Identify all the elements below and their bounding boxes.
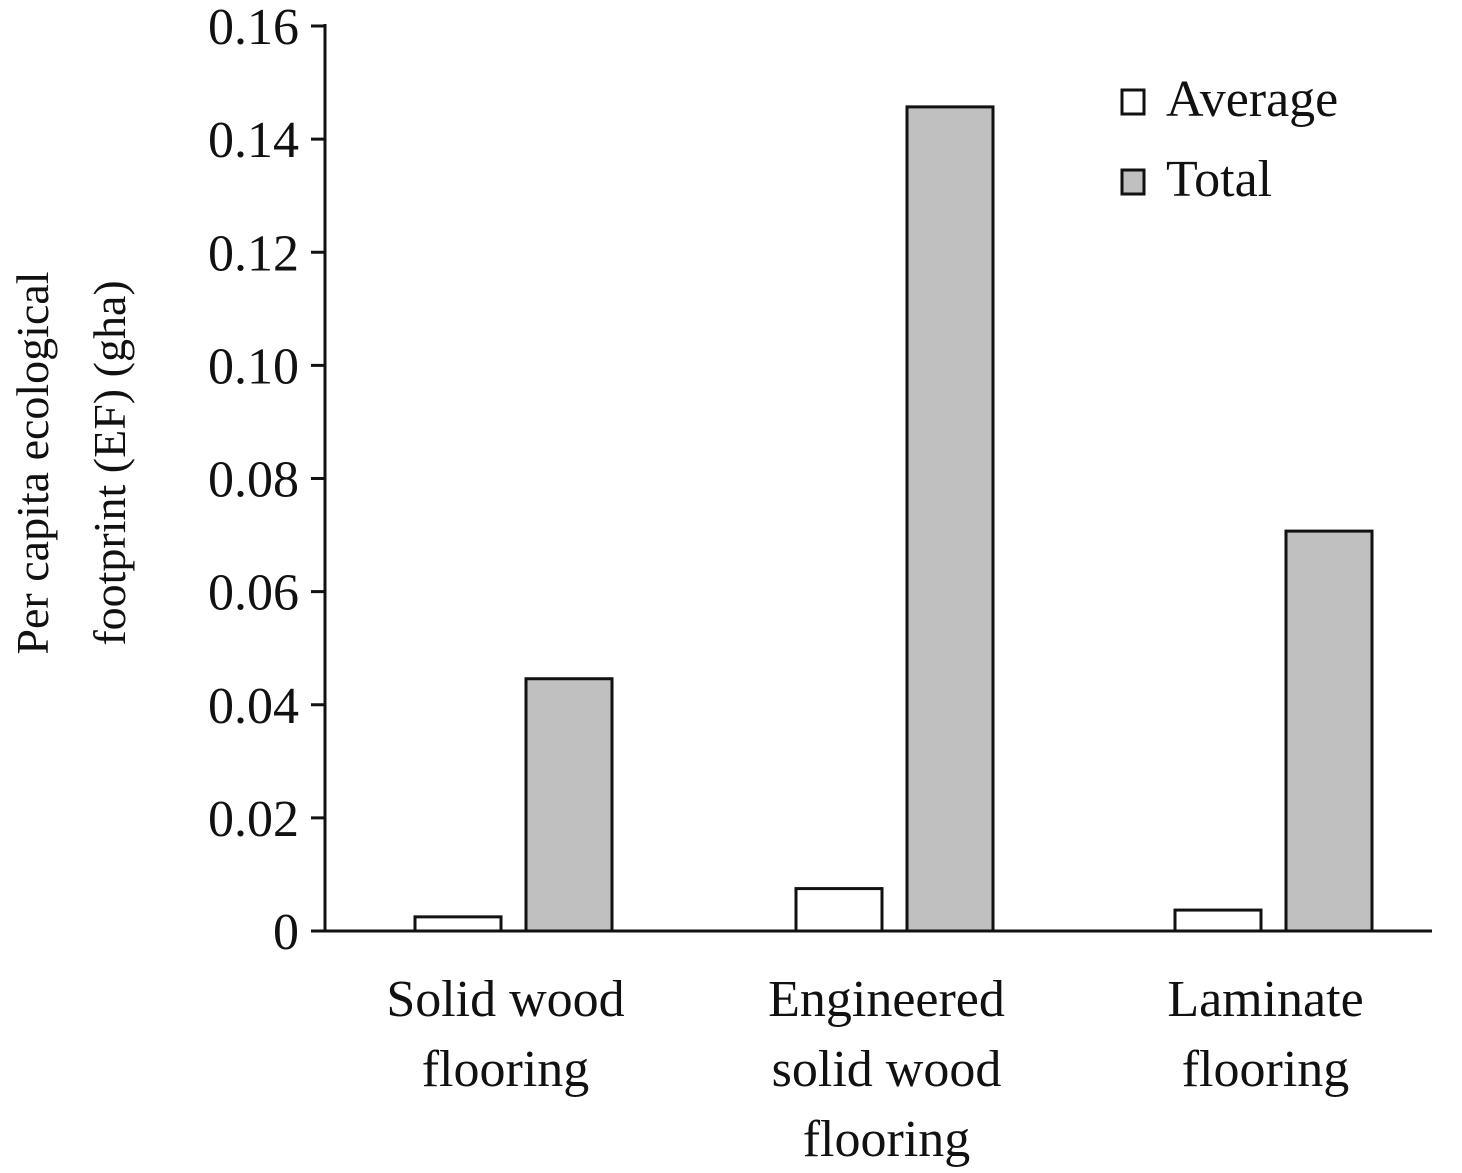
y-tick-label: 0.14 (208, 112, 299, 169)
legend-label-total: Total (1166, 151, 1272, 208)
bar-total-1 (905, 105, 995, 933)
y-tick-label: 0.04 (208, 678, 299, 735)
x-axis-category-labels: Solid wood flooring Engineered solid wood fl… (386, 971, 1363, 1168)
y-axis-ticks: 0 0.02 0.04 0.06 0.08 0.10 0.12 0.14 0.16 (208, 0, 325, 961)
bar-total-2 (1284, 529, 1374, 933)
legend-label-average: Average (1166, 71, 1338, 128)
legend-swatch-total (1120, 168, 1146, 196)
x-category-label: flooring (803, 1111, 971, 1168)
bars (413, 105, 1374, 933)
x-category-label: Engineered (768, 971, 1005, 1028)
legend: Average Total (1120, 71, 1338, 208)
y-tick-label: 0 (273, 904, 299, 961)
legend-swatch-average (1120, 88, 1146, 116)
y-axis-title-line: footprint (EF) (gha) (84, 280, 135, 645)
y-tick-label: 0.08 (208, 452, 299, 509)
bar-average-0 (413, 915, 503, 933)
y-tick-label: 0.02 (208, 791, 299, 848)
x-category-label: flooring (1182, 1041, 1350, 1098)
y-tick-label: 0.10 (208, 338, 299, 395)
y-tick-label: 0.12 (208, 225, 299, 282)
y-axis-title: Per capita ecological footprint (EF) (gha… (7, 271, 135, 654)
bar-total-0 (524, 677, 614, 933)
bar-average-2 (1173, 908, 1263, 933)
y-tick-label: 0.06 (208, 565, 299, 622)
x-category-label: solid wood (772, 1041, 1002, 1098)
x-category-label: Solid wood (386, 971, 624, 1028)
y-tick-label: 0.16 (208, 0, 299, 56)
x-category-label: Laminate (1167, 971, 1363, 1028)
bar-average-1 (794, 887, 884, 933)
x-category-label: flooring (422, 1041, 590, 1098)
y-axis-title-line: Per capita ecological (7, 271, 58, 654)
